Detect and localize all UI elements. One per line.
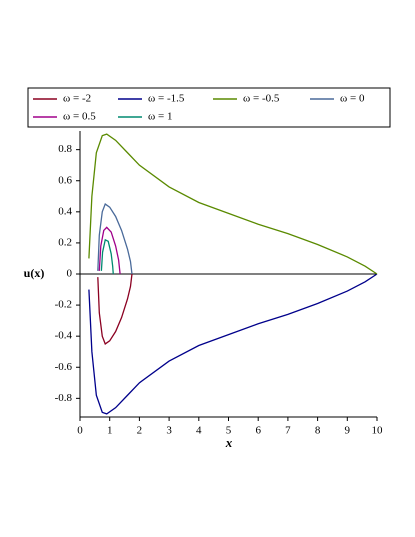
x-tick-label: 2 [137, 425, 143, 437]
legend-label: ω = -0.5 [243, 93, 280, 105]
x-tick-label: 10 [372, 425, 384, 437]
y-tick-label: -0.6 [55, 361, 73, 373]
legend-label: ω = -2 [63, 93, 91, 105]
x-tick-label: 1 [107, 425, 113, 437]
series-line [97, 273, 133, 345]
y-tick-label: -0.4 [55, 330, 73, 342]
legend-label: ω = 1 [148, 111, 172, 123]
legend-label: ω = 0.5 [63, 111, 96, 123]
y-tick-label: 0.2 [58, 236, 72, 248]
legend-label: ω = 0 [340, 93, 365, 105]
y-tick-label: -0.2 [55, 299, 72, 311]
x-tick-label: 9 [345, 425, 351, 437]
legend-label: ω = -1.5 [148, 93, 185, 105]
y-tick-label: 0.6 [58, 174, 72, 186]
x-tick-label: 3 [166, 425, 172, 437]
x-axis-label: x [225, 435, 233, 450]
x-tick-label: 4 [196, 425, 202, 437]
x-tick-label: 7 [285, 425, 291, 437]
series-line [97, 203, 133, 275]
series-line [98, 226, 121, 275]
series-line [88, 133, 378, 275]
x-tick-label: 5 [226, 425, 232, 437]
y-tick-label: 0 [67, 268, 73, 280]
x-tick-label: 0 [77, 425, 83, 437]
series-line [100, 238, 114, 275]
legend-box [27, 87, 391, 128]
y-axis-label: u(x) [24, 266, 45, 280]
y-tick-label: 0.4 [58, 205, 72, 217]
x-tick-label: 8 [315, 425, 321, 437]
y-tick-label: -0.8 [55, 392, 73, 404]
y-tick-label: 0.8 [58, 143, 72, 155]
series-line [88, 273, 378, 415]
x-tick-label: 6 [255, 425, 261, 437]
